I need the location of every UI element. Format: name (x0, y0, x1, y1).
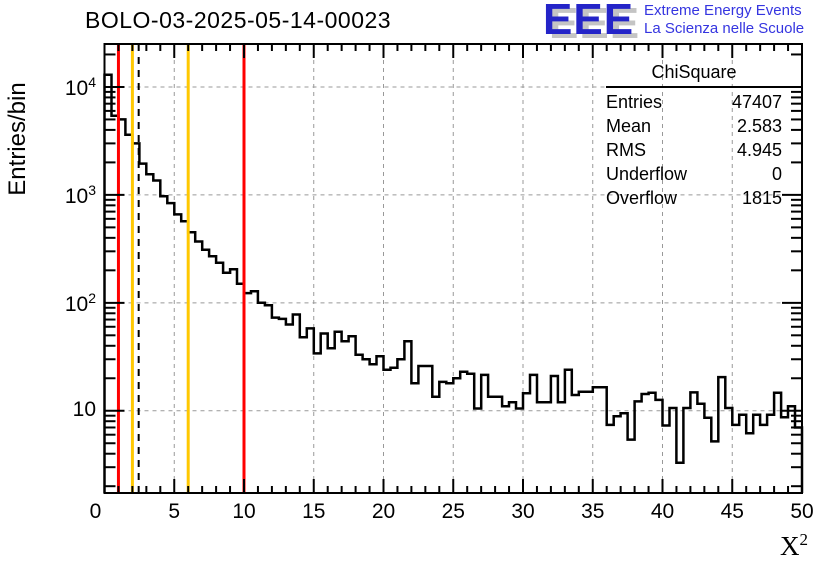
y-tick-label: 103 (64, 181, 96, 208)
stats-row-entries: Entries 47407 (606, 90, 782, 114)
stats-row-overflow: Overflow 1815 (606, 186, 782, 210)
stats-value: 47407 (731, 92, 782, 112)
x-tick-label: 45 (720, 500, 744, 523)
stats-value: 2.583 (736, 116, 782, 136)
y-tick-label: 104 (64, 73, 96, 100)
stats-row-rms: RMS 4.945 (606, 138, 782, 162)
stats-value: 4.945 (736, 140, 782, 160)
y-tick-label: 10 (72, 397, 96, 421)
x-tick-label: 30 (511, 500, 535, 523)
x-tick-label: 25 (441, 500, 465, 523)
stats-label: Mean (606, 116, 652, 136)
eee-logo-letters: EEE (543, 0, 635, 44)
x-tick-label: 35 (581, 500, 605, 523)
x-tick-label: 40 (650, 500, 675, 523)
stats-value: 1815 (741, 188, 782, 208)
logo-line2: La Scienza nelle Scuole (644, 20, 805, 37)
stats-label: Entries (606, 92, 663, 112)
x-tick-label: 20 (371, 500, 396, 523)
x-axis-title-exponent: 2 (799, 530, 809, 549)
x-tick-label: 10 (232, 500, 256, 523)
stats-label: Underflow (606, 164, 688, 184)
x-tick-label: 5 (168, 500, 181, 523)
x-axis-title-base: X (780, 531, 800, 561)
stats-title: ChiSquare (651, 62, 737, 82)
eee-logo-text: Extreme Energy Events La Scienza nelle S… (644, 2, 804, 38)
eee-logo: EEE Extreme Energy Events La Scienza nel… (543, 0, 804, 44)
plot-title: BOLO-03-2025-05-14-00023 (85, 7, 392, 33)
stats-value: 0 (771, 164, 782, 184)
x-tick-label: 15 (302, 500, 326, 523)
x-axis-title: X2 (780, 530, 808, 562)
x-tick-label: 50 (790, 500, 814, 523)
stats-row-underflow: Underflow 0 (606, 162, 782, 186)
x-tick-label: 0 (89, 500, 102, 523)
stats-box: ChiSquare Entries 47407 Mean 2.583 RMS 4… (606, 62, 782, 210)
stats-separator (606, 86, 782, 88)
histogram-line (103, 73, 804, 493)
stats-label: RMS (606, 140, 646, 160)
stats-label: Overflow (606, 188, 678, 208)
stats-row-mean: Mean 2.583 (606, 114, 782, 138)
logo-line1: Extreme Energy Events (644, 2, 802, 19)
y-tick-label: 102 (64, 289, 96, 316)
